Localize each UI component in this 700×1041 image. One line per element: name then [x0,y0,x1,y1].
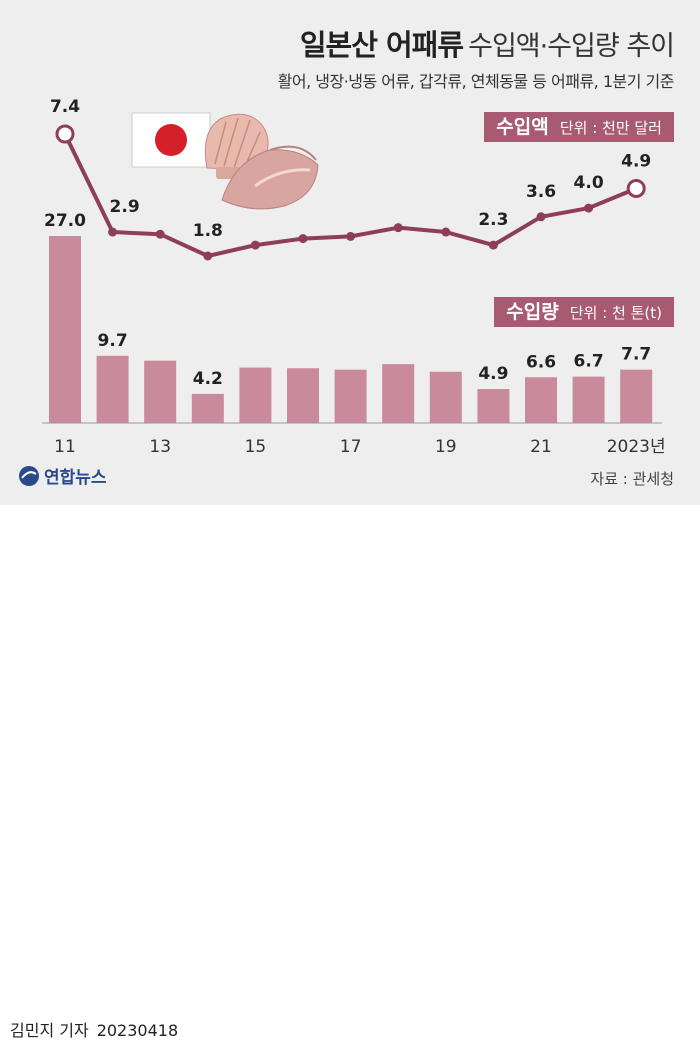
value-label: 2.9 [110,197,140,217]
legend-volume-label: 수입량 [506,301,559,323]
x-tick-label: 15 [245,437,267,457]
volume-label: 6.6 [526,352,556,372]
chart-subtitle: 활어, 냉장·냉동 어류, 갑각류, 연체동물 등 어패류, 1분기 기준 [277,72,675,91]
value-point [488,240,498,250]
volume-bar [287,368,319,423]
volume-label: 7.7 [621,345,651,365]
volume-bar [96,355,129,423]
title-main: 일본산 어패류 [299,28,464,62]
value-label: 4.9 [621,151,651,171]
byline-author: 김민지 기자 [10,1021,89,1040]
volume-bar [477,389,510,423]
japan-flag-icon [131,112,211,168]
volume-bar [239,367,272,423]
value-point [584,203,594,213]
legend-volume-unit: 단위 : 천 톤(t) [569,304,662,322]
value-point [298,234,308,244]
x-tick-label: 13 [149,437,171,457]
x-tick-label: 21 [530,437,552,457]
conch-shell-icon [221,145,319,210]
volume-label: 27.0 [44,211,86,231]
volume-bar [572,376,605,423]
volume-bar [144,360,177,423]
volume-bars: 27.0 9.7 4.2 4.9 6.6 6.7 7.7 [44,211,653,423]
value-label: 1.8 [193,221,223,241]
value-point [203,251,213,261]
byline-date: 20230418 [96,1021,179,1040]
title-sub: 수입액·수입량 추이 [468,31,675,62]
x-tick-label: 19 [435,437,457,457]
volume-label: 4.9 [478,364,508,384]
legend-import-volume: 수입량 단위 : 천 톤(t) [494,297,674,327]
value-line: 7.4 2.9 1.8 2.3 3.6 4.0 4.9 [50,97,651,261]
volume-label: 9.7 [98,331,128,351]
volume-label: 4.2 [193,369,223,389]
value-point [626,178,646,198]
value-point [155,229,165,239]
footer: 김민지 기자 20230418 [0,505,700,1040]
legend-import-value: 수입액 단위 : 천만 달러 [484,112,674,142]
logo-text: 연합뉴스 [44,468,107,488]
chart-panel: 일본산 어패류 수입액·수입량 추이 활어, 냉장·냉동 어류, 갑각류, 연체… [0,0,700,505]
value-point [393,223,403,233]
value-label: 7.4 [50,97,80,117]
legend-value-unit: 단위 : 천만 달러 [559,119,662,137]
value-point [536,212,546,222]
volume-label: 6.7 [574,352,604,372]
x-tick-label: 11 [54,437,76,457]
value-label: 4.0 [574,173,604,193]
value-point [346,231,356,241]
value-point [250,240,260,250]
x-tick-label: 2023년 [607,437,666,457]
volume-bar [49,236,81,423]
x-axis: 11 13 15 17 19 21 2023년 [42,422,666,457]
value-point [55,124,75,144]
source-note: 자료 : 관세청 [590,470,674,488]
volume-bar [191,393,224,423]
chart-svg: 27.0 9.7 4.2 4.9 6.6 6.7 7.7 7.4 2.9 1.8 2.3 3.6 4.… [42,97,666,457]
yonhap-logo: 연합뉴스 [18,463,107,488]
byline: 김민지 기자 20230418 [10,1017,178,1041]
value-point [441,227,451,237]
volume-bar [525,377,557,423]
volume-bar [429,371,462,423]
volume-bar [382,364,415,423]
yonhap-globe-icon [19,465,39,486]
chart-title: 일본산 어패류 수입액·수입량 추이 [299,22,675,64]
value-label: 3.6 [526,182,556,202]
volume-bar [334,369,367,423]
volume-bar [620,369,653,423]
legend-value-label: 수입액 [496,116,549,138]
value-label: 2.3 [478,210,508,230]
x-tick-label: 17 [340,437,362,457]
value-point [108,227,118,237]
